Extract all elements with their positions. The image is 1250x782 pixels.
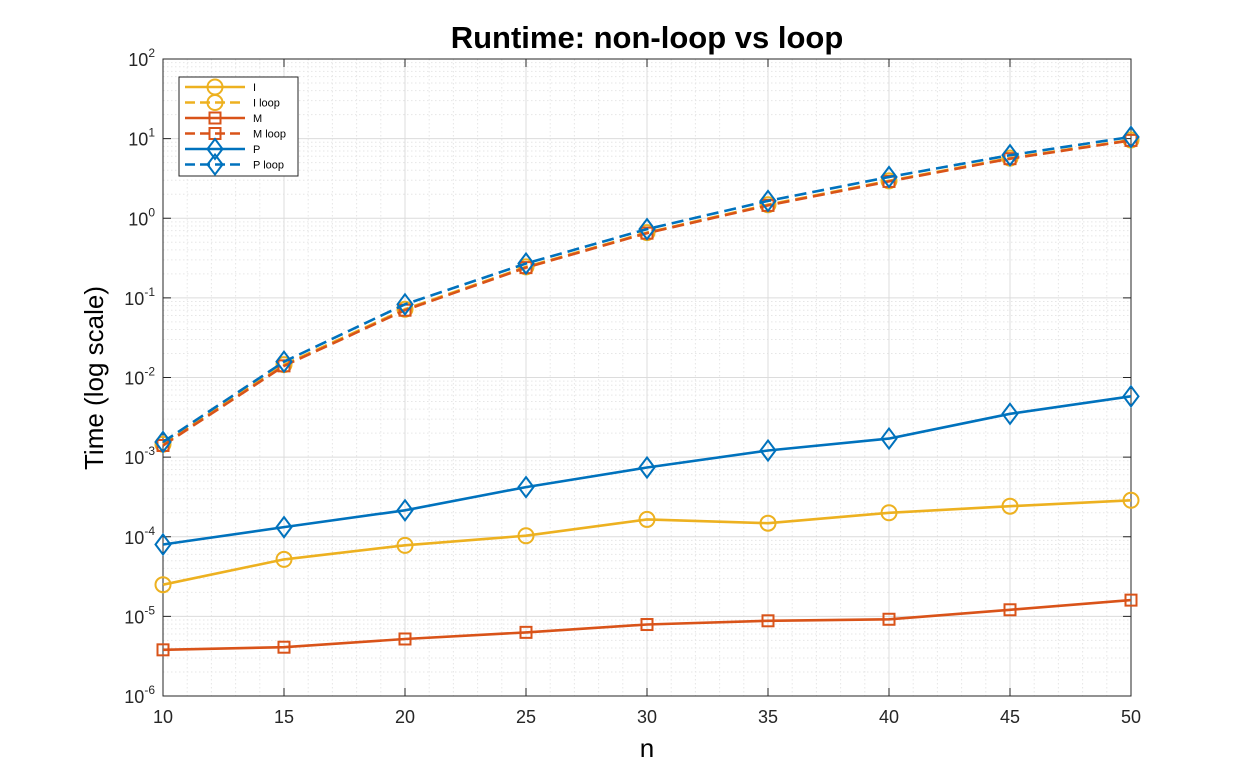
y-tick-label: 10-2: [124, 365, 155, 389]
x-tick-label: 15: [274, 707, 294, 727]
data-point-p: [154, 532, 172, 557]
chart-title: Runtime: non-loop vs loop: [451, 20, 844, 55]
y-axis-label: Time (log scale): [79, 286, 109, 470]
x-tick-label: 20: [395, 707, 415, 727]
y-tick-base: 10: [124, 687, 144, 707]
data-point-i: [517, 527, 535, 545]
data-point-p-loop: [1122, 125, 1140, 149]
data-point-p: [759, 438, 777, 463]
x-tick-label: 25: [516, 707, 536, 727]
x-tick-label: 45: [1000, 707, 1020, 727]
legend-box: [178, 76, 299, 177]
y-tick-label: 10-1: [124, 285, 155, 309]
data-point-i: [275, 550, 293, 568]
y-tick-base: 10: [124, 528, 144, 548]
y-tick-base: 10: [124, 369, 144, 389]
y-tick-label: 10-5: [124, 603, 155, 627]
legend-marker-p-loop: [206, 152, 224, 177]
y-tick-exponent: 1: [148, 126, 155, 140]
legend-marker-m: [208, 111, 222, 125]
x-tick-label: 40: [879, 707, 899, 727]
legend: I I loop M M loop P P loop: [178, 76, 299, 177]
data-point-i: [880, 504, 898, 522]
legend-label-p: P: [253, 144, 260, 156]
y-tick-base: 10: [128, 209, 148, 229]
data-point-m: [640, 618, 654, 632]
data-point-m: [398, 632, 412, 646]
data-point-m: [761, 614, 775, 628]
y-tick-exponent: 2: [148, 46, 155, 60]
data-point-p: [880, 426, 898, 451]
y-tick-exponent: -3: [144, 444, 155, 458]
data-point-m: [156, 643, 170, 657]
x-tick-label: 35: [758, 707, 778, 727]
x-axis-label: n: [640, 733, 654, 763]
data-point-i: [396, 536, 414, 554]
legend-label-m: M: [253, 113, 262, 125]
plot-area: 10 15 20 25 30 35 40 45 5010-610-510-410-310-210…: [124, 46, 1141, 727]
legend-label-i: I: [253, 82, 256, 94]
y-tick-label: 10-3: [124, 444, 155, 468]
legend-label-m-loop: M loop: [253, 129, 286, 141]
series-line-p-loop: [162, 135, 1132, 444]
y-tick-label: 100: [128, 205, 155, 229]
legend-marker-p: [206, 137, 224, 161]
x-tick-label: 50: [1121, 707, 1141, 727]
data-point-p-loop: [759, 189, 777, 213]
data-point-i: [1122, 491, 1140, 509]
data-point-i: [1001, 497, 1019, 515]
legend-label-p-loop: P loop: [253, 160, 284, 172]
y-tick-label: 101: [128, 126, 155, 150]
data-point-p-loop: [638, 217, 656, 241]
series-line-m: [162, 598, 1132, 652]
legend-marker-i-loop: [206, 94, 224, 111]
y-tick-base: 10: [124, 289, 144, 309]
data-point-p: [517, 475, 535, 499]
y-tick-exponent: -1: [144, 285, 155, 299]
y-tick-label: 10-6: [124, 683, 155, 707]
data-point-m: [1124, 593, 1138, 607]
x-tick-label: 10: [153, 707, 173, 727]
data-point-m: [519, 625, 533, 639]
data-point-i: [759, 514, 777, 532]
y-tick-label: 102: [128, 46, 155, 70]
data-point-p-loop: [154, 430, 172, 454]
series-line-i: [162, 499, 1132, 586]
series-line-m-loop: [162, 139, 1132, 447]
y-tick-exponent: -5: [144, 603, 155, 617]
data-point-p-loop: [517, 251, 535, 276]
data-point-i: [154, 576, 172, 594]
y-tick-base: 10: [124, 448, 144, 468]
legend-label-i-loop: I loop: [253, 98, 280, 110]
data-point-p-loop: [880, 165, 898, 189]
data-point-p: [275, 515, 293, 539]
y-tick-base: 10: [124, 607, 144, 627]
data-point-p: [396, 498, 414, 522]
y-tick-base: 10: [128, 50, 148, 70]
data-point-p-loop: [275, 350, 293, 374]
y-tick-exponent: -6: [144, 683, 155, 697]
x-tick-label: 30: [637, 707, 657, 727]
data-point-i: [638, 510, 656, 528]
data-point-m: [1003, 603, 1017, 617]
data-point-p: [1122, 384, 1140, 409]
y-tick-exponent: -4: [144, 524, 155, 538]
series-line-p: [162, 395, 1132, 546]
data-point-p-loop: [396, 292, 414, 316]
data-point-p: [638, 455, 656, 480]
data-point-m: [277, 640, 291, 654]
data-point-m: [882, 612, 896, 626]
y-tick-label: 10-4: [124, 524, 155, 548]
data-point-p-loop: [1001, 143, 1019, 167]
y-tick-exponent: 0: [148, 205, 155, 219]
data-point-p: [1001, 402, 1019, 426]
y-tick-exponent: -2: [144, 365, 155, 379]
y-tick-base: 10: [128, 130, 148, 150]
